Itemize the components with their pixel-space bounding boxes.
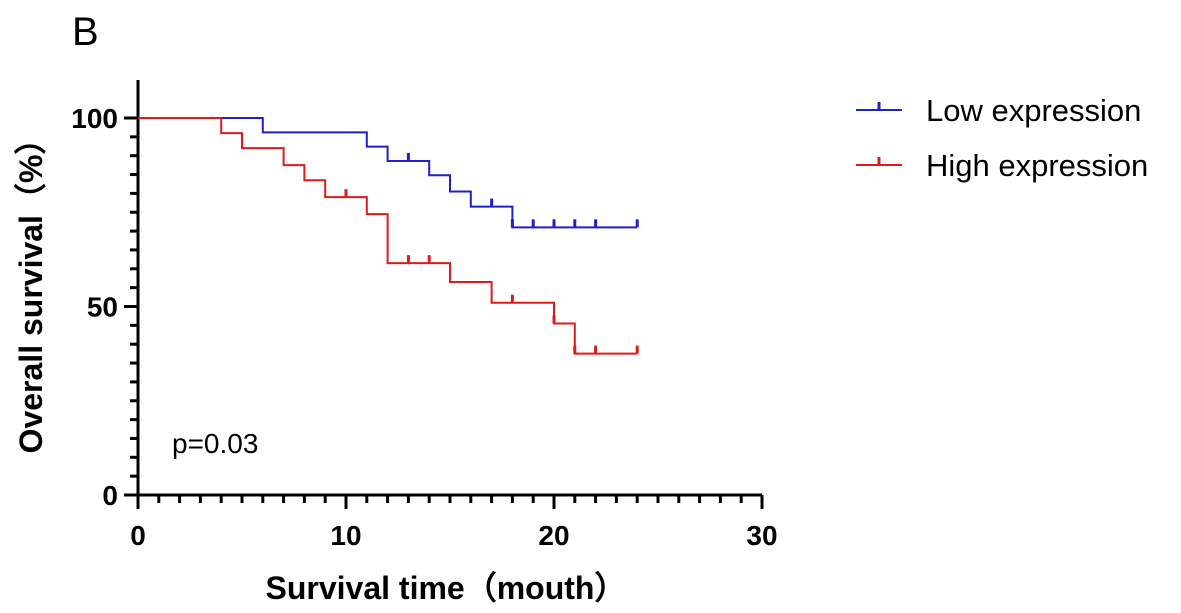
legend-item-high-expression: High expression: [856, 148, 1148, 183]
legend: Low expression High expression: [856, 93, 1148, 183]
legend-label: High expression: [926, 148, 1148, 183]
survival-curve-high-expression: [138, 117, 638, 355]
legend-item-low-expression: Low expression: [856, 93, 1141, 128]
y-tick-label: 50: [87, 292, 118, 323]
panel-label: B: [72, 10, 99, 54]
x-tick-label: 30: [746, 520, 777, 551]
legend-label: Low expression: [926, 93, 1141, 128]
x-tick-labels: 0 10 20 30: [130, 520, 777, 551]
x-axis-title: Survival time（mouth）: [266, 570, 627, 606]
p-value-annotation: p=0.03: [172, 428, 258, 459]
series-low-expression: [138, 117, 639, 229]
survival-curves: [138, 117, 639, 355]
y-tick-label: 0: [102, 480, 118, 511]
y-ticks: [124, 116, 138, 497]
x-ticks: [136, 495, 764, 509]
x-tick-label: 0: [130, 520, 146, 551]
survival-curve-low-expression: [138, 117, 638, 229]
y-axis-title: Overall survival（%）: [13, 123, 49, 454]
x-tick-label: 20: [538, 520, 569, 551]
x-tick-label: 10: [330, 520, 361, 551]
series-high-expression: [138, 117, 639, 355]
y-tick-label: 100: [71, 103, 118, 134]
y-tick-labels: 0 50 100: [71, 103, 118, 511]
